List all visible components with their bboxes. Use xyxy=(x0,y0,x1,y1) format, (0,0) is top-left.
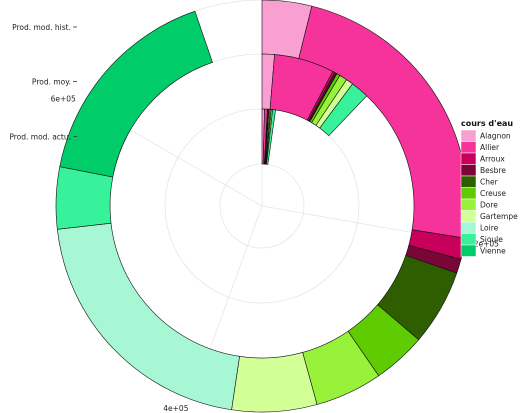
legend-swatch-creuse xyxy=(460,187,477,200)
legend-swatch-arroux xyxy=(460,152,477,165)
bar-loire-0 xyxy=(56,222,240,411)
category-label-0: Prod. mod. hist. xyxy=(12,23,71,32)
legend-label-gartempe: Gartempe xyxy=(480,212,518,221)
legend-label-alagnon: Alagnon xyxy=(480,132,511,141)
legend-swatch-vienne xyxy=(460,244,477,257)
bar-gartempe-0 xyxy=(231,352,318,413)
legend-label-loire: Loire xyxy=(480,224,499,233)
legend-swatch-allier xyxy=(460,141,477,154)
theta-tick-label-2: 4e+05 xyxy=(163,404,188,413)
legend-label-cher: Cher xyxy=(480,178,499,187)
legend-swatch-alagnon xyxy=(460,129,477,142)
legend-swatch-sioule xyxy=(460,233,477,246)
category-label-1: Prod. moy. xyxy=(32,78,71,87)
legend-swatch-dore xyxy=(460,198,477,211)
legend-label-creuse: Creuse xyxy=(480,189,506,198)
legend-label-arroux: Arroux xyxy=(480,155,505,164)
theta-tick-label-1: 2e+05 xyxy=(474,239,499,248)
legend-label-sioule: Sioule xyxy=(480,235,503,244)
legend-swatch-besbre xyxy=(460,164,477,177)
legend-swatch-gartempe xyxy=(460,210,477,223)
bars xyxy=(55,0,469,413)
bar-sioule-2 xyxy=(266,109,276,165)
category-axis: Prod. mod. hist. Prod. moy. Prod. mod. act… xyxy=(9,23,77,142)
legend-label-besbre: Besbre xyxy=(480,166,506,175)
legend-label-dore: Dore xyxy=(480,201,498,210)
legend-label-allier: Allier xyxy=(480,143,500,152)
bar-sioule-1 xyxy=(319,83,368,137)
legend-swatch-cher xyxy=(460,175,477,188)
legend-label-vienne: Vienne xyxy=(480,247,506,256)
legend-swatch-loire xyxy=(460,221,477,234)
theta-tick-label-3: 6e+05 xyxy=(51,95,76,104)
category-label-2: Prod. mod. actu. xyxy=(9,133,71,142)
bar-vienne-0 xyxy=(59,10,213,178)
legend: cours d'eau Alagnon Allier Arroux Besbre Cher… xyxy=(460,119,518,257)
legend-title: cours d'eau xyxy=(461,119,513,128)
bar-sioule-0 xyxy=(55,166,114,230)
